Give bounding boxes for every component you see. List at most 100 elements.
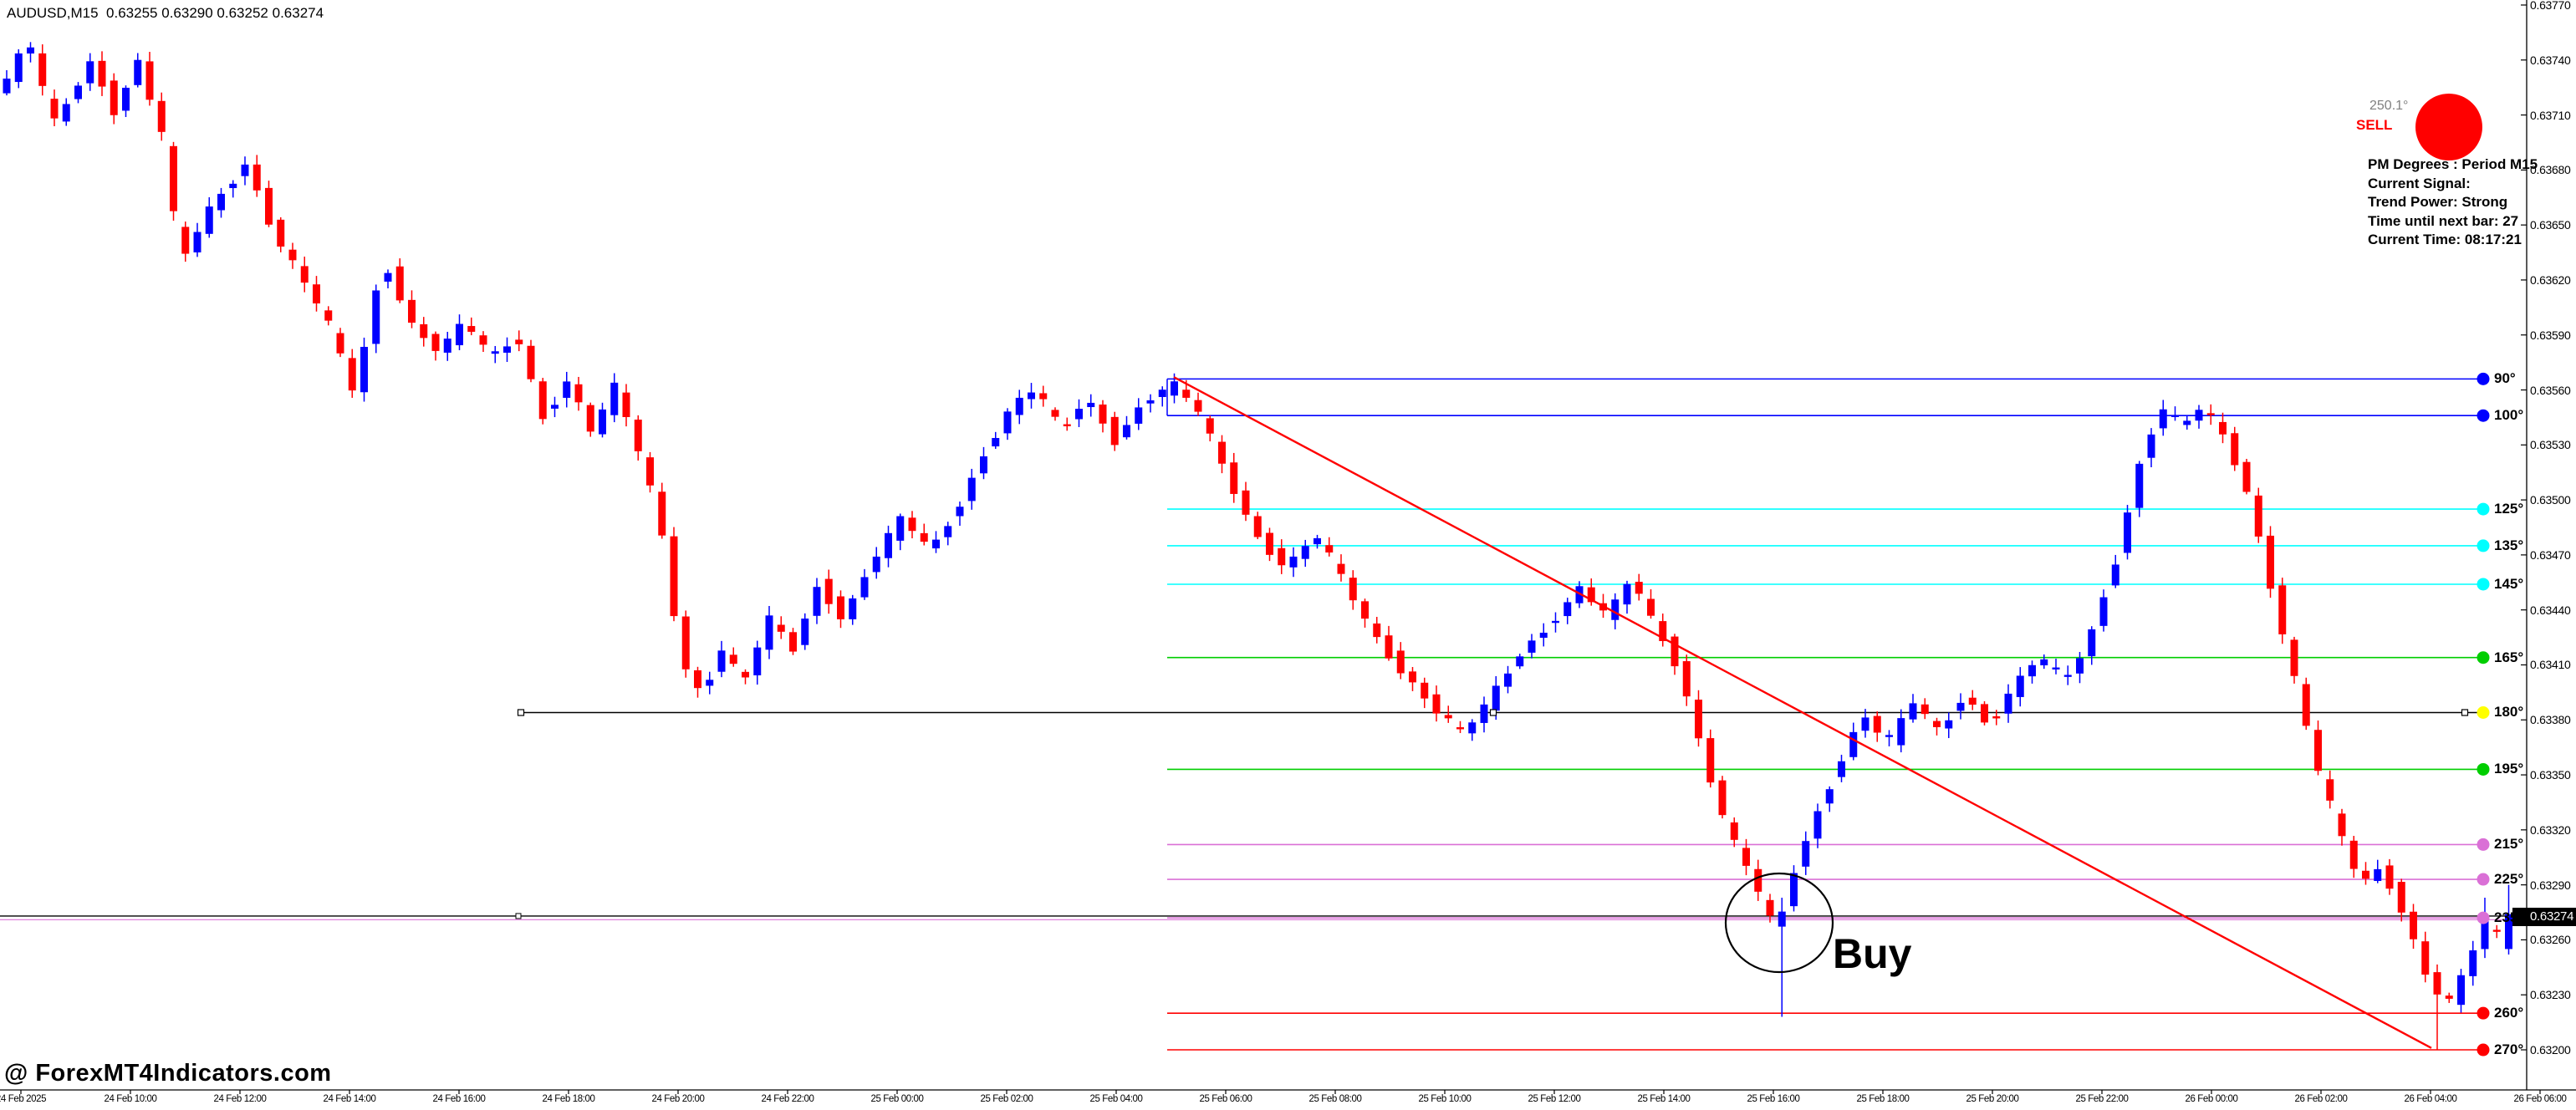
descending-trendline[interactable]	[1173, 376, 2432, 1049]
candle-down	[1182, 390, 1191, 398]
ohlc-close: 0.63274	[272, 5, 324, 21]
candle-up	[1849, 731, 1858, 757]
candle-up	[992, 438, 1000, 447]
candle-down	[527, 345, 535, 379]
candle-up	[491, 351, 499, 354]
gann-line-handle[interactable]	[2461, 709, 2469, 716]
candle-down	[2397, 882, 2405, 913]
gann-degree-label-225: 225°	[2494, 871, 2524, 888]
candle-down	[1421, 682, 1429, 699]
candle-down	[1349, 578, 1357, 601]
buy-annotation-label[interactable]: Buy	[1833, 930, 1912, 977]
info-line-period: PM Degrees : Period M15	[2368, 156, 2538, 172]
candle-down	[1587, 587, 1595, 603]
candlestick-series[interactable]	[3, 42, 2513, 1051]
candle-up	[3, 79, 11, 94]
candle-down	[694, 670, 701, 689]
candle-up	[1135, 407, 1143, 424]
candle-up	[956, 507, 964, 517]
time-axis-label: 26 Feb 02:00	[2294, 1094, 2348, 1104]
candle-up	[599, 409, 606, 435]
symbol-period: AUDUSD,M15	[7, 5, 99, 21]
candle-up	[241, 164, 249, 176]
candle-down	[1253, 516, 1262, 537]
candle-down	[1873, 715, 1881, 733]
candle-down	[1396, 650, 1405, 674]
candle-up	[967, 477, 976, 502]
candle-down	[110, 80, 118, 115]
candle-up	[932, 539, 940, 549]
candle-down	[789, 632, 797, 652]
candle-down	[2267, 535, 2274, 589]
candle-down	[431, 334, 440, 351]
candle-up	[765, 615, 773, 650]
candle-down	[2421, 941, 2430, 975]
candle-down	[300, 266, 309, 283]
time-axis-label: 25 Feb 06:00	[1199, 1094, 1252, 1104]
gann-degree-label-270: 270°	[2494, 1041, 2524, 1057]
candle-down	[2492, 929, 2501, 932]
candle-down	[2290, 639, 2298, 676]
candle-down	[1230, 462, 1238, 494]
candle-down	[408, 299, 416, 323]
candle-up	[2040, 659, 2048, 665]
candle-down	[1754, 868, 1762, 892]
candle-down	[1659, 621, 1667, 641]
candle-down	[729, 654, 737, 664]
candle-up	[205, 206, 213, 234]
gann-degree-label-135: 135°	[2494, 537, 2524, 553]
candle-down	[920, 532, 928, 542]
candle-up	[384, 272, 392, 282]
candle-up	[610, 382, 619, 415]
candle-up	[1623, 583, 1631, 605]
candle-up	[860, 577, 869, 598]
time-axis-label: 24 Feb 14:00	[323, 1094, 376, 1104]
time-axis-label: 25 Feb 04:00	[1089, 1094, 1143, 1104]
price-axis-label: 0.63380	[2530, 713, 2571, 727]
gann-line-handle[interactable]	[1489, 709, 1497, 716]
candle-down	[670, 536, 678, 617]
candle-down	[336, 333, 344, 354]
time-axis-label: 24 Feb 10:00	[104, 1094, 157, 1104]
candle-up	[503, 346, 511, 353]
candle-down	[1337, 563, 1345, 574]
line-handle[interactable]	[515, 913, 522, 919]
signal-degrees-value: 250.1°	[2369, 99, 2409, 113]
candle-up	[2099, 597, 2108, 626]
candle-up	[944, 526, 952, 537]
candle-up	[2004, 693, 2012, 714]
gann-line-handle[interactable]	[517, 709, 525, 716]
candle-up	[2028, 664, 2036, 677]
candle-up	[86, 61, 94, 84]
candle-down	[479, 335, 487, 345]
candle-up	[193, 232, 201, 252]
candle-up	[1468, 722, 1477, 734]
candle-up	[1945, 720, 1953, 729]
candle-up	[1897, 718, 1905, 746]
candle-down	[2362, 870, 2369, 879]
candle-up	[1778, 911, 1786, 927]
buy-circle-annotation[interactable]	[1724, 872, 1834, 974]
candle-down	[1647, 598, 1655, 616]
candle-up	[2063, 675, 2072, 677]
gann-dot-100	[2477, 409, 2490, 422]
candle-down	[2349, 840, 2358, 869]
candle-down	[1635, 582, 1643, 594]
candle-down	[98, 60, 106, 87]
candle-down	[277, 219, 285, 247]
candle-up	[1956, 702, 1965, 711]
time-axis-label: 26 Feb 04:00	[2404, 1094, 2457, 1104]
candle-up	[1909, 703, 1917, 720]
candle-up	[443, 339, 451, 353]
gann-dot-125	[2477, 502, 2490, 516]
gann-dot-235	[2477, 911, 2490, 924]
candle-up	[1575, 586, 1584, 603]
candle-up	[74, 85, 82, 99]
candle-up	[2171, 415, 2179, 417]
gann-dot-180	[2477, 705, 2490, 719]
candle-down	[1194, 400, 1202, 412]
candle-up	[706, 680, 714, 686]
candle-up	[801, 619, 809, 645]
